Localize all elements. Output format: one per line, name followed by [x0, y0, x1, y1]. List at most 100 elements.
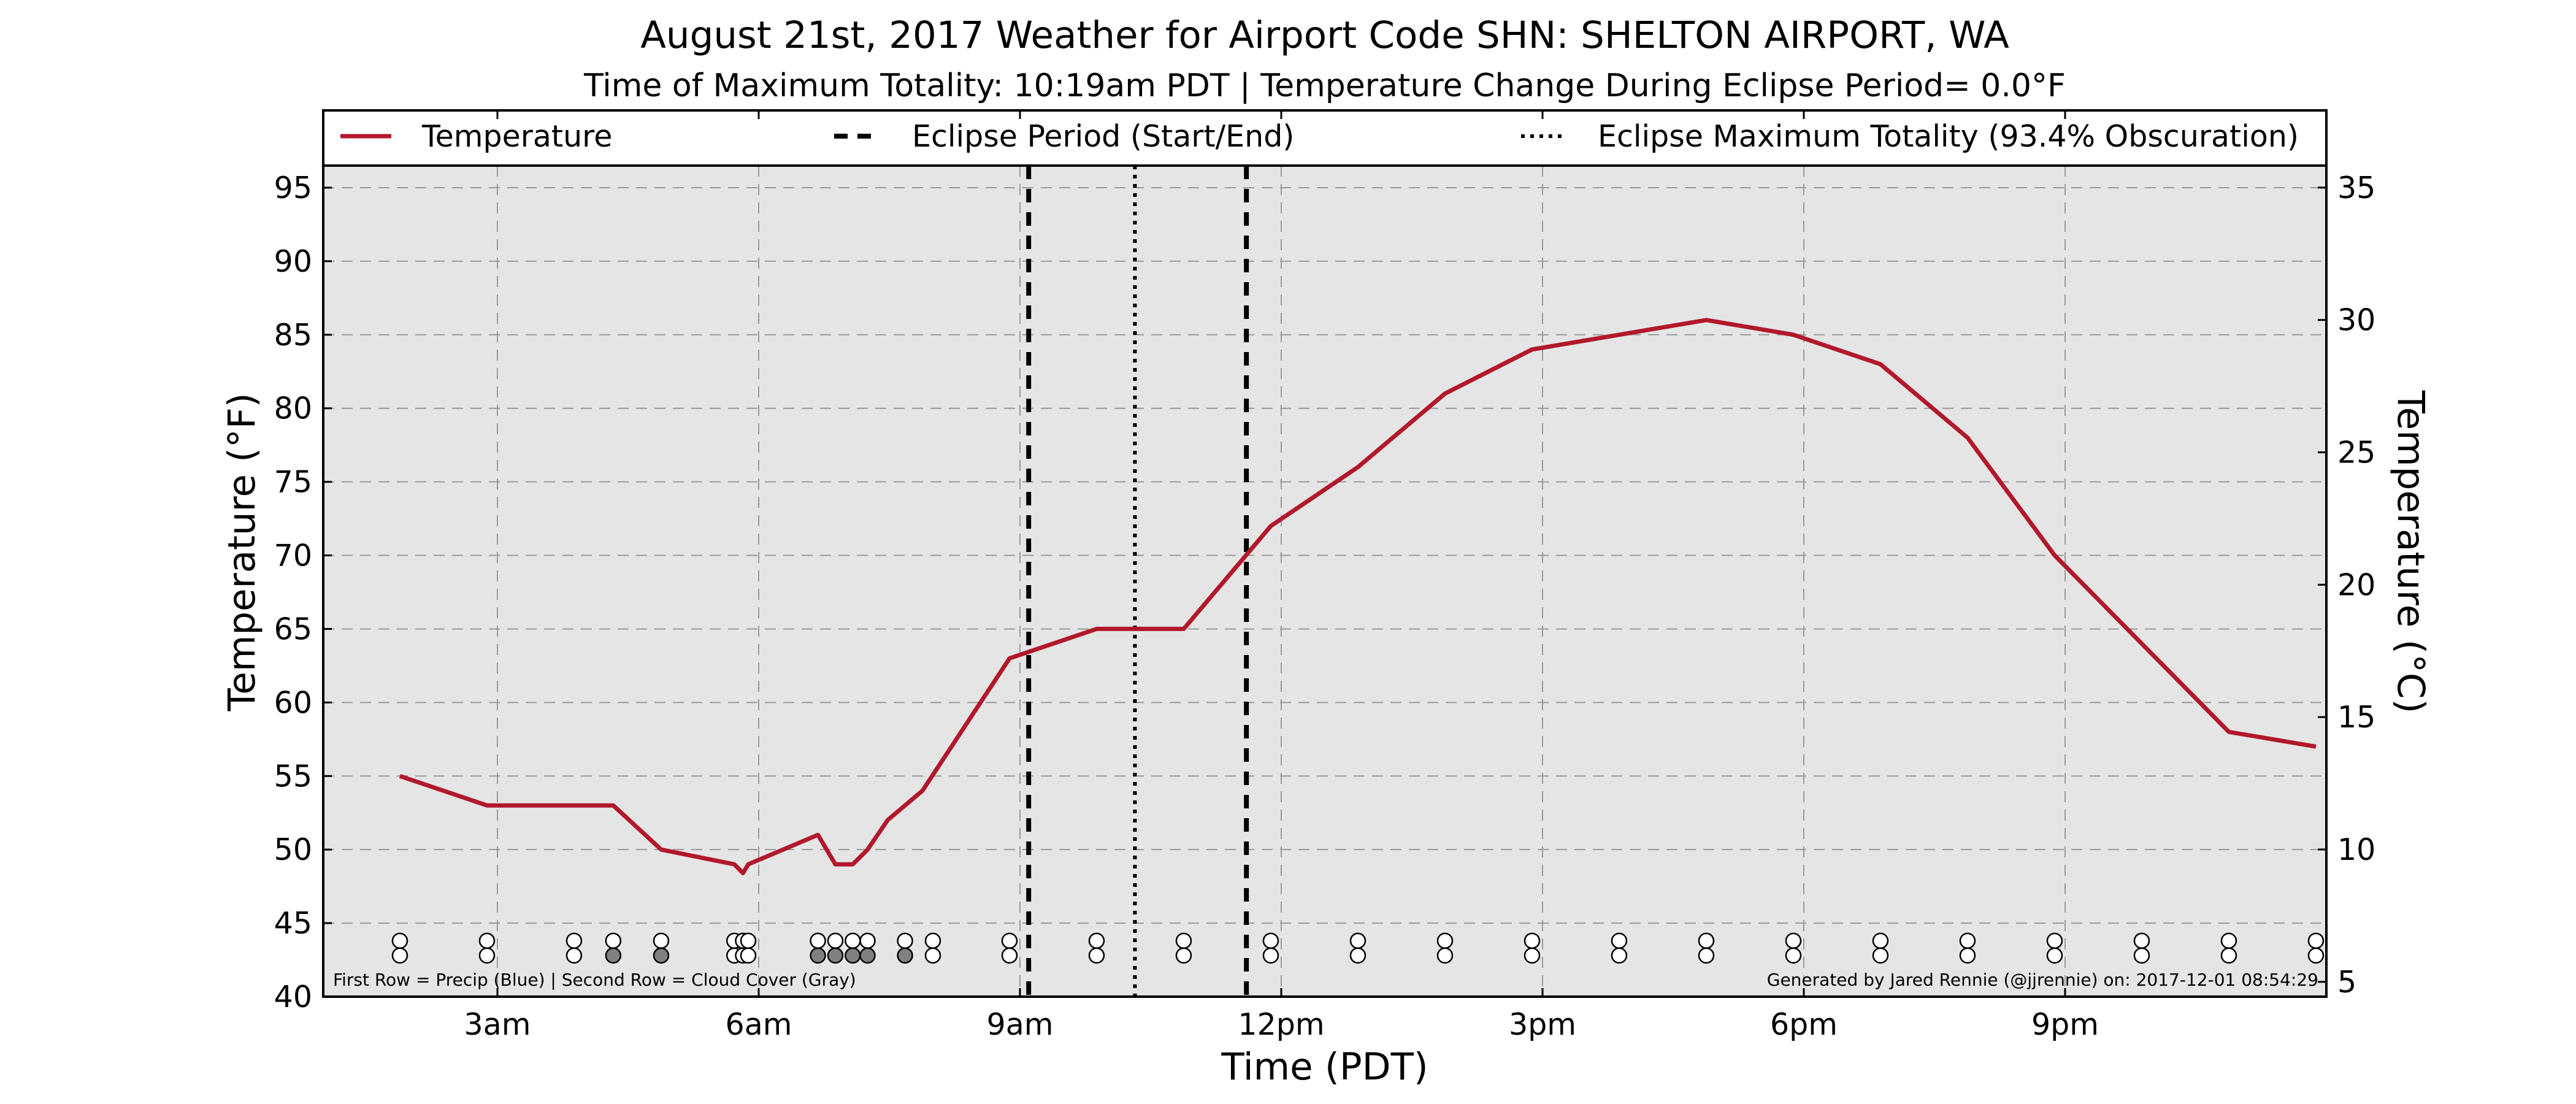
y-tick-label-left: 65: [274, 611, 312, 646]
cloud-cover-indicator: [1611, 947, 1628, 964]
precip-indicator: [1959, 932, 1976, 949]
chart-title: August 21st, 2017 Weather for Airport Co…: [640, 13, 2009, 57]
chart-subtitle: Time of Maximum Totality: 10:19am PDT | …: [583, 67, 2066, 104]
y-tick-label-left: 45: [274, 906, 312, 941]
cloud-cover-indicator: [810, 947, 826, 964]
precip-indicator: [653, 932, 670, 949]
precip-indicator: [1088, 932, 1105, 949]
legend-eclipse-period-label: Eclipse Period (Start/End): [912, 119, 1294, 154]
precip-indicator: [1698, 932, 1715, 949]
precip-indicator: [478, 932, 496, 949]
cloud-cover-indicator: [1262, 947, 1279, 964]
cloud-cover-indicator: [827, 947, 844, 964]
cloud-cover-indicator: [1785, 947, 1802, 964]
x-tick-label: 3pm: [1509, 1007, 1576, 1042]
precip-indicator: [1785, 932, 1802, 949]
cloud-cover-indicator: [1088, 947, 1105, 964]
precip-indicator: [1262, 932, 1279, 949]
cloud-cover-indicator: [1001, 947, 1018, 964]
cloud-cover-indicator: [1872, 947, 1889, 964]
legend-temperature-label: Temperature: [421, 119, 612, 154]
cloud-cover-indicator: [2133, 947, 2150, 964]
cloud-cover-indicator: [565, 947, 583, 964]
x-axis-label: Time (PDT): [1221, 1045, 1428, 1089]
cloud-cover-indicator: [845, 947, 861, 964]
cloud-cover-indicator: [2307, 947, 2325, 964]
y-tick-label-right: 15: [2337, 700, 2375, 735]
y-tick-label-left: 55: [274, 759, 312, 794]
y-tick-label-left: 40: [274, 979, 312, 1014]
y-tick-label-right: 5: [2337, 965, 2356, 1000]
y-tick-label-left: 70: [274, 539, 312, 573]
plot-area-background: [323, 166, 2326, 997]
cloud-cover-indicator: [1524, 947, 1541, 964]
cloud-cover-indicator: [1175, 947, 1192, 964]
precip-indicator: [2133, 932, 2150, 949]
y-tick-label-right: 20: [2337, 567, 2375, 602]
x-tick-label: 6pm: [1770, 1007, 1838, 1042]
y-tick-label-right: 35: [2337, 171, 2375, 205]
cloud-cover-indicator: [605, 947, 622, 964]
cloud-cover-indicator: [478, 947, 496, 964]
plot-frame: [322, 109, 2328, 998]
cloud-cover-indicator: [859, 947, 876, 964]
temperature-series: [399, 318, 2317, 875]
y-axis-label-right: Temperature (°C): [2389, 390, 2432, 713]
precip-indicator: [391, 932, 408, 949]
precip-indicator: [565, 932, 583, 949]
temperature-line: [399, 318, 2317, 875]
cloud-cover-indicator: [1959, 947, 1976, 964]
precip-indicator: [740, 932, 757, 949]
legend: Temperature Eclipse Period (Start/End) E…: [340, 119, 2299, 154]
cloud-cover-indicator: [897, 947, 913, 964]
eclipse-lines: [1026, 166, 1249, 997]
y-tick-label-right: 10: [2337, 832, 2375, 867]
legend-eclipse-max-label: Eclipse Maximum Totality (93.4% Obscurat…: [1598, 119, 2299, 154]
precip-indicator: [605, 932, 622, 949]
footnote-right: Generated by Jared Rennie (@jjrennie) on…: [1767, 970, 2318, 990]
cloud-cover-indicator: [1698, 947, 1715, 964]
precip-indicator: [2220, 932, 2237, 949]
y-tick-label-right: 25: [2337, 435, 2375, 470]
precip-indicator: [859, 932, 876, 949]
precip-indicator: [1524, 932, 1541, 949]
precip-indicator: [924, 932, 941, 949]
precip-indicator: [810, 932, 826, 949]
precip-indicator: [1349, 932, 1367, 949]
grid-lines: [323, 166, 2326, 997]
x-tick-label: 9am: [987, 1007, 1054, 1042]
y-tick-label-left: 95: [274, 171, 312, 205]
x-tick-label: 12pm: [1238, 1007, 1324, 1042]
y-tick-label-left: 75: [274, 465, 312, 500]
precip-indicator: [845, 932, 861, 949]
x-tick-label: 3am: [464, 1007, 531, 1042]
precip-indicator: [827, 932, 844, 949]
x-tick-label: 6am: [726, 1007, 792, 1042]
y-tick-label-left: 80: [274, 391, 312, 426]
precip-indicator: [1436, 932, 1454, 949]
y-tick-label-left: 50: [274, 832, 312, 867]
precip-indicator: [1611, 932, 1628, 949]
precip-indicator: [897, 932, 913, 949]
cloud-cover-indicator: [1436, 947, 1454, 964]
y-axis-label-left: Temperature (°F): [220, 393, 264, 712]
y-tick-label-left: 60: [274, 685, 312, 720]
footnote-left: First Row = Precip (Blue) | Second Row =…: [333, 970, 856, 990]
precip-indicator: [2046, 932, 2063, 949]
y-tick-label-left: 90: [274, 244, 312, 279]
cloud-cover-indicator: [653, 947, 670, 964]
cloud-cover-indicator: [924, 947, 941, 964]
cloud-cover-indicator: [1349, 947, 1367, 964]
indicator-circles: [391, 932, 2325, 964]
x-tick-label: 9pm: [2031, 1007, 2099, 1042]
cloud-cover-indicator: [2046, 947, 2063, 964]
y-tick-label-left: 85: [274, 318, 312, 353]
precip-indicator: [1175, 932, 1192, 949]
cloud-cover-indicator: [391, 947, 408, 964]
precip-indicator: [1001, 932, 1018, 949]
precip-indicator: [1872, 932, 1889, 949]
precip-indicator: [2307, 932, 2325, 949]
y-tick-label-right: 30: [2337, 303, 2375, 338]
cloud-cover-indicator: [2220, 947, 2237, 964]
